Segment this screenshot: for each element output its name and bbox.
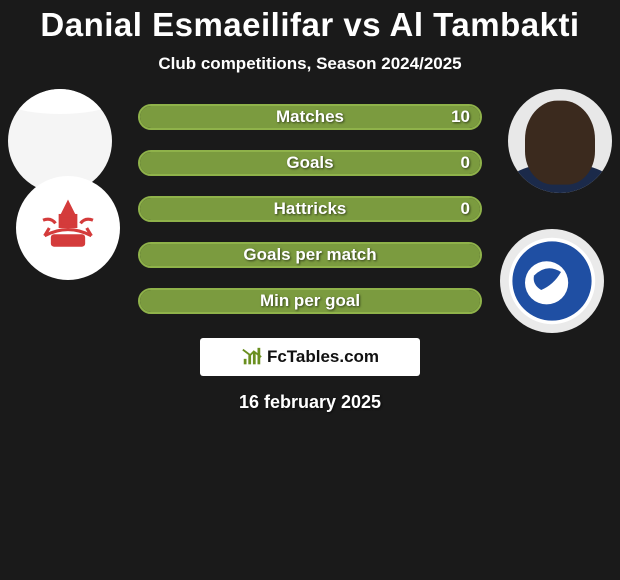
player-1-club-crest: [16, 176, 120, 280]
player-2-club-crest: [500, 229, 604, 333]
page-title: Danial Esmaeilifar vs Al Tambakti: [0, 0, 620, 44]
player-2-photo: [508, 89, 612, 193]
stat-label: Min per goal: [260, 291, 360, 311]
stat-bar-hattricks: Hattricks 0: [138, 196, 482, 222]
face-shape-icon: [525, 101, 595, 185]
club-crest-icon: [29, 189, 107, 267]
stat-label: Matches: [276, 107, 344, 127]
stat-value: 0: [461, 199, 470, 219]
stat-value: 0: [461, 153, 470, 173]
bar-chart-icon: [241, 346, 263, 368]
brand-watermark: FcTables.com: [200, 338, 420, 376]
club-crest-icon: [507, 236, 597, 326]
page-subtitle: Club competitions, Season 2024/2025: [0, 54, 620, 74]
comparison-date: 16 february 2025: [0, 392, 620, 413]
stat-bar-matches: Matches 10: [138, 104, 482, 130]
stat-value: 10: [451, 107, 470, 127]
stats-area: Matches 10 Goals 0 Hattricks 0 Goals per…: [0, 104, 620, 314]
stat-bar-goals: Goals 0: [138, 150, 482, 176]
stat-label: Goals per match: [243, 245, 376, 265]
stat-bars: Matches 10 Goals 0 Hattricks 0 Goals per…: [138, 104, 482, 314]
placeholder-ellipse-icon: [8, 89, 112, 114]
brand-name: FcTables.com: [267, 347, 379, 367]
stat-bar-goals-per-match: Goals per match: [138, 242, 482, 268]
stat-bar-min-per-goal: Min per goal: [138, 288, 482, 314]
stat-label: Hattricks: [274, 199, 347, 219]
stat-label: Goals: [286, 153, 333, 173]
